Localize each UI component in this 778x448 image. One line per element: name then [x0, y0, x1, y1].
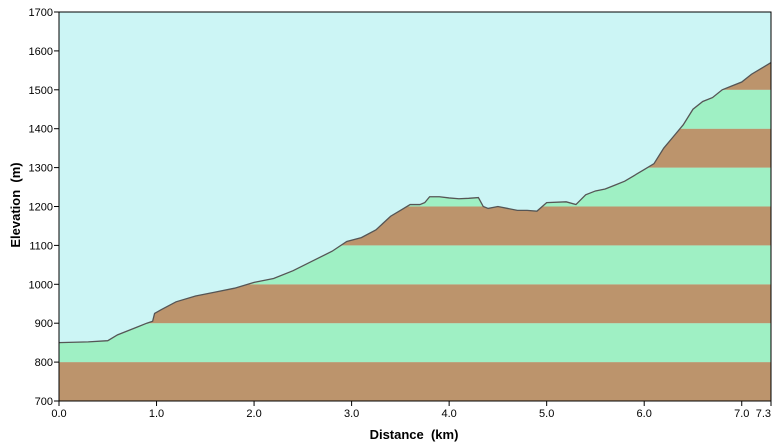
y-tick-label: 1700 — [29, 7, 53, 19]
elevation-band-700 — [59, 362, 771, 401]
x-axis-title: Distance (km) — [370, 427, 459, 442]
x-tick-label: 2.0 — [246, 408, 261, 420]
x-tick-label: 1.0 — [149, 408, 164, 420]
x-tick-label: 3.0 — [344, 408, 359, 420]
y-tick-label: 1200 — [29, 202, 53, 214]
x-tick-label: 7.3 — [756, 408, 771, 420]
y-tick-label: 1500 — [29, 85, 53, 97]
x-tick-label: 5.0 — [539, 408, 554, 420]
x-tick-label: 7.0 — [734, 408, 749, 420]
y-tick-label: 800 — [35, 357, 53, 369]
elevation-band-800 — [59, 323, 771, 363]
y-tick-label: 1400 — [29, 124, 53, 136]
plot-area — [58, 12, 772, 401]
axes: 700 800 900 1000 1100 1200 1300 1400 1500 1600 170… — [29, 7, 772, 420]
x-tick-label: 6.0 — [637, 408, 652, 420]
x-tick-label: 0.0 — [51, 408, 66, 420]
y-tick-label: 1000 — [29, 279, 53, 291]
y-axis-title: Elevation (m) — [8, 162, 23, 247]
elevation-profile-line — [58, 62, 772, 344]
y-tick-label: 1600 — [29, 46, 53, 58]
y-tick-label: 1300 — [29, 163, 53, 175]
y-tick-label: 1100 — [29, 240, 53, 252]
x-tick-label: 4.0 — [441, 408, 456, 420]
y-tick-label: 900 — [35, 318, 53, 330]
y-tick-label: 700 — [35, 396, 53, 408]
